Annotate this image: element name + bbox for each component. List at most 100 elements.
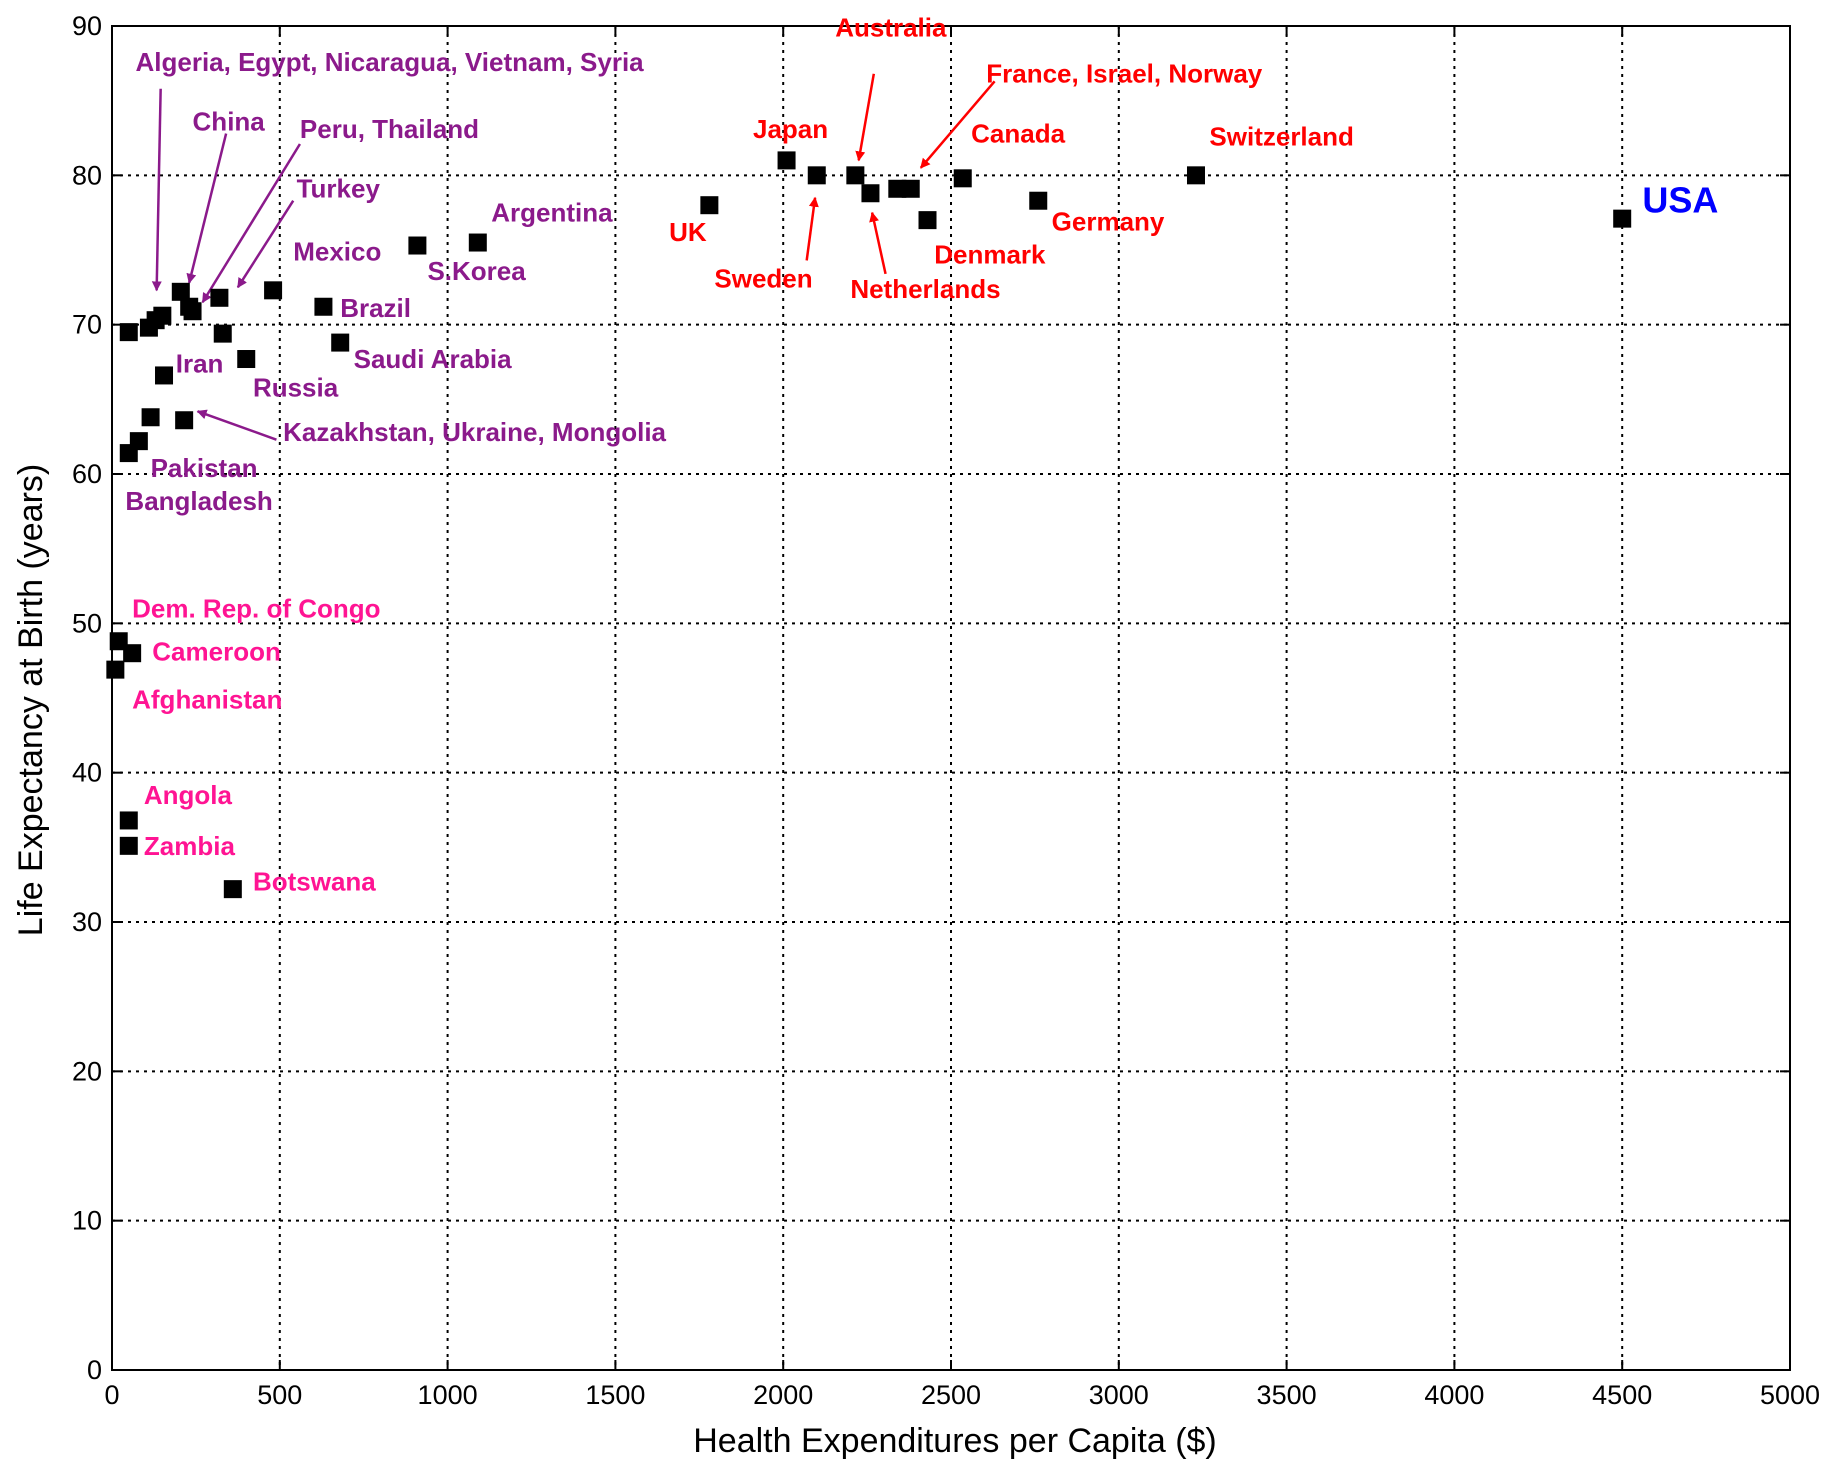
data-point (139, 318, 158, 337)
annotation-arrow (186, 133, 228, 284)
point-label: Sweden (714, 263, 812, 293)
data-point (171, 282, 190, 301)
data-point (1613, 209, 1632, 228)
point-label: Australia (835, 12, 947, 42)
data-point (141, 408, 160, 427)
point-label: Japan (753, 114, 828, 144)
data-point (210, 288, 229, 307)
data-point (1029, 191, 1048, 210)
x-tick-label: 1500 (585, 1380, 645, 1410)
point-label: Angola (144, 780, 233, 810)
point-label: Kazakhstan, Ukraine, Mongolia (283, 417, 666, 447)
point-label: Dem. Rep. of Congo (132, 593, 380, 623)
point-label: Canada (971, 118, 1065, 148)
point-label: Mexico (293, 236, 381, 266)
point-label: Peru, Thailand (300, 114, 479, 144)
annotation-arrows (151, 73, 996, 441)
data-point (700, 196, 719, 215)
point-label: Botswana (253, 867, 376, 897)
y-tick-label: 30 (72, 907, 102, 937)
data-point (213, 324, 232, 343)
y-tick-label: 90 (72, 11, 102, 41)
point-label: Turkey (297, 174, 381, 204)
data-point (1186, 166, 1205, 185)
annotation-arrow (236, 200, 295, 289)
data-point (175, 411, 194, 430)
point-label: Switzerland (1209, 121, 1353, 151)
y-tick-label: 50 (72, 608, 102, 638)
y-tick-label: 0 (87, 1355, 102, 1385)
x-tick-label: 2000 (753, 1380, 813, 1410)
point-label: Zambia (144, 831, 236, 861)
x-tick-label: 2500 (921, 1380, 981, 1410)
x-tick-label: 1000 (418, 1380, 478, 1410)
point-label: Argentina (491, 198, 613, 228)
point-label: Cameroon (152, 637, 281, 667)
x-tick-label: 4000 (1424, 1380, 1484, 1410)
data-point (468, 233, 487, 252)
y-tick-label: 60 (72, 459, 102, 489)
y-tick-label: 70 (72, 310, 102, 340)
point-label: China (193, 107, 266, 137)
data-point (846, 166, 865, 185)
country-labels: Japan Australia France, Israel, Norway Cana… (125, 12, 1718, 896)
grid-lines (112, 26, 1790, 1370)
x-tick-label: 500 (257, 1380, 302, 1410)
point-label: Afghanistan (132, 684, 282, 714)
data-point (777, 151, 796, 170)
point-label: Bangladesh (125, 486, 272, 516)
x-tick-label: 0 (104, 1380, 119, 1410)
point-label: Saudi Arabia (354, 344, 513, 374)
point-label: Algeria, Egypt, Nicaragua, Vietnam, Syri… (135, 47, 644, 77)
annotation-arrow (869, 211, 887, 275)
point-label: Netherlands (850, 274, 1000, 304)
y-tick-label: 20 (72, 1056, 102, 1086)
tick-labels: 0 500 1000 1500 2000 2500 3000 3500 4000 4500 5000… (72, 11, 1820, 1410)
point-label: France, Israel, Norway (986, 59, 1263, 89)
y-tick-label: 10 (72, 1206, 102, 1236)
x-axis-label: Health Expenditures per Capita ($) (693, 1422, 1217, 1460)
data-point (123, 644, 142, 663)
annotation-arrow (805, 196, 819, 261)
data-point (901, 179, 920, 198)
data-point (119, 836, 138, 855)
data-point (119, 811, 138, 830)
annotation-arrow (855, 73, 876, 162)
data-point (331, 333, 350, 352)
data-point (314, 297, 333, 316)
data-point (953, 169, 972, 188)
annotation-arrow (151, 88, 162, 292)
point-label: Russia (253, 372, 339, 402)
annotation-arrow (201, 143, 302, 304)
point-label: Germany (1052, 207, 1165, 237)
point-label: UK (669, 217, 707, 247)
point-label: Denmark (934, 239, 1046, 269)
data-points (106, 151, 1632, 899)
x-tick-label: 5000 (1760, 1380, 1820, 1410)
data-point (106, 660, 125, 679)
data-point (861, 184, 880, 203)
point-label: Iran (176, 348, 224, 378)
data-point (223, 880, 242, 899)
data-point (155, 366, 174, 385)
data-point (183, 302, 202, 321)
y-tick-label: 80 (72, 160, 102, 190)
point-label: Brazil (340, 293, 411, 323)
y-axis-label: Life Expectancy at Birth (years) (12, 464, 50, 936)
point-label: USA (1642, 180, 1718, 221)
annotation-arrow (196, 409, 277, 441)
point-label: Pakistan (151, 453, 258, 483)
data-point (119, 444, 138, 463)
data-point (264, 281, 283, 300)
data-point (918, 211, 937, 230)
y-tick-label: 40 (72, 758, 102, 788)
data-point (408, 236, 427, 255)
annotation-arrow (919, 80, 996, 169)
data-point (237, 350, 256, 369)
x-tick-label: 4500 (1592, 1380, 1652, 1410)
x-tick-label: 3500 (1257, 1380, 1317, 1410)
data-point (807, 166, 826, 185)
data-point (119, 323, 138, 342)
